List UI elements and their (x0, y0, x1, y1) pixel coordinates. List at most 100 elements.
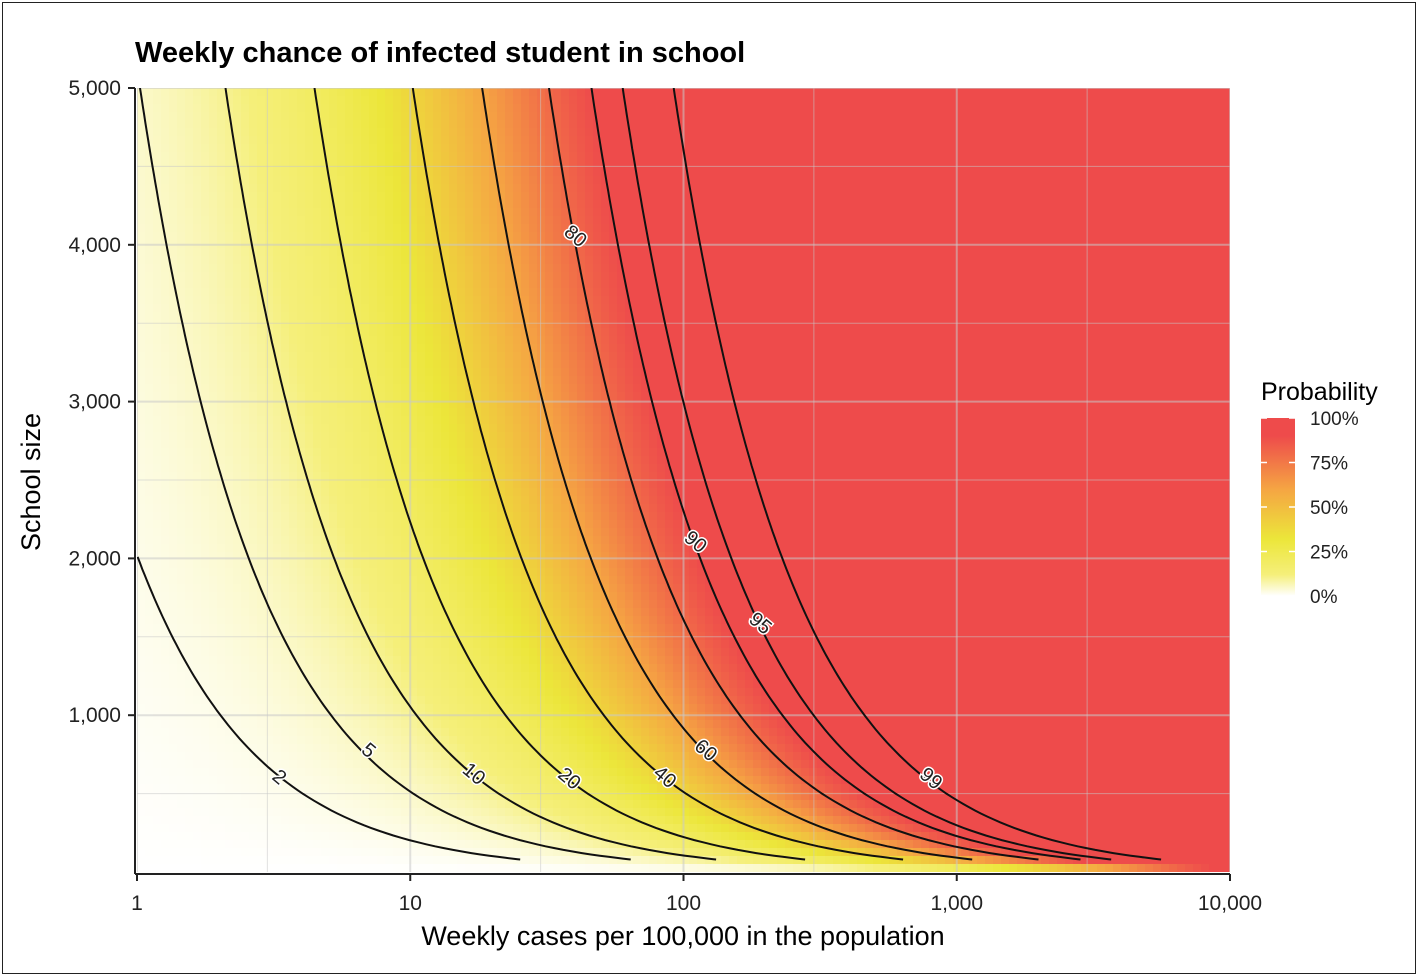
heatmap-cell (329, 440, 338, 449)
heatmap-cell (505, 128, 514, 137)
heatmap-cell (321, 312, 330, 321)
heatmap-cell (321, 552, 330, 561)
heatmap-cell (241, 136, 250, 145)
heatmap-cell (497, 680, 506, 689)
heatmap-cell (489, 480, 498, 489)
heatmap-cell (529, 264, 538, 273)
heatmap-cell (473, 472, 482, 481)
heatmap-cell (337, 616, 346, 625)
heatmap-cell (289, 400, 298, 409)
heatmap-cell (457, 464, 466, 473)
heatmap-cell (217, 600, 226, 609)
heatmap-cell (409, 248, 418, 257)
heatmap-cell (337, 208, 346, 217)
heatmap-cell (209, 128, 218, 137)
heatmap-cell (369, 608, 378, 617)
heatmap-cell (145, 288, 154, 297)
heatmap-cell (369, 480, 378, 489)
heatmap-cell (457, 600, 466, 609)
heatmap-cell (481, 272, 490, 281)
heatmap-cell (481, 168, 490, 177)
heatmap-cell (257, 384, 266, 393)
heatmap-cell (201, 752, 210, 761)
heatmap-cell (449, 448, 458, 457)
heatmap-cell (241, 368, 250, 377)
heatmap-cell (529, 768, 538, 777)
heatmap-cell (529, 856, 538, 865)
heatmap-cell (217, 464, 226, 473)
heatmap-cell (497, 824, 506, 833)
heatmap-cell (249, 752, 258, 761)
heatmap-cell (209, 344, 218, 353)
heatmap-cell (337, 136, 346, 145)
heatmap-cell (513, 712, 522, 721)
heatmap-cell (401, 800, 410, 809)
heatmap-cell (281, 520, 290, 529)
heatmap-cell (401, 112, 410, 121)
heatmap-cell (473, 752, 482, 761)
heatmap-cell (529, 272, 538, 281)
heatmap-cell (209, 560, 218, 569)
heatmap-cell (177, 832, 186, 841)
heatmap-cell (265, 304, 274, 313)
heatmap-cell (265, 248, 274, 257)
heatmap-cell (457, 792, 466, 801)
heatmap-cell (505, 720, 514, 729)
heatmap-cell (337, 512, 346, 521)
heatmap-cell (257, 480, 266, 489)
heatmap-cell (345, 656, 354, 665)
heatmap-cell (297, 160, 306, 169)
heatmap-cell (401, 816, 410, 825)
heatmap-cell (345, 680, 354, 689)
heatmap-cell (481, 672, 490, 681)
heatmap-cell (225, 512, 234, 521)
heatmap-cell (337, 392, 346, 401)
heatmap-cell (489, 664, 498, 673)
heatmap-cell (489, 208, 498, 217)
heatmap-cell (377, 344, 386, 353)
heatmap-cell (513, 176, 522, 185)
heatmap-cell (457, 704, 466, 713)
heatmap-cell (313, 368, 322, 377)
heatmap-cell (465, 456, 474, 465)
heatmap-cell (281, 112, 290, 121)
heatmap-cell (409, 416, 418, 425)
heatmap-cell (529, 832, 538, 841)
heatmap-cell (433, 712, 442, 721)
heatmap-cell (137, 144, 146, 153)
heatmap-cell (289, 344, 298, 353)
heatmap-cell (321, 672, 330, 681)
heatmap-cell (417, 424, 426, 433)
heatmap-cell (449, 680, 458, 689)
heatmap-cell (225, 400, 234, 409)
heatmap-cell (457, 560, 466, 569)
heatmap-cell (169, 128, 178, 137)
heatmap-cell (145, 464, 154, 473)
heatmap-cell (145, 560, 154, 569)
heatmap-cell (489, 224, 498, 233)
heatmap-cell (257, 816, 266, 825)
heatmap-cell (465, 96, 474, 105)
heatmap-cell (361, 648, 370, 657)
heatmap-cell (481, 128, 490, 137)
heatmap-cell (145, 760, 154, 769)
heatmap-cell (497, 352, 506, 361)
heatmap-cell (417, 824, 426, 833)
heatmap-cell (193, 232, 202, 241)
heatmap-cell (385, 480, 394, 489)
heatmap-cell (441, 568, 450, 577)
heatmap-cell (361, 224, 370, 233)
heatmap-cell (217, 528, 226, 537)
heatmap-cell (281, 440, 290, 449)
heatmap-cell (217, 768, 226, 777)
heatmap-cell (177, 528, 186, 537)
heatmap-cell (505, 280, 514, 289)
heatmap-cell (353, 528, 362, 537)
heatmap-cell (521, 176, 530, 185)
heatmap-cell (489, 608, 498, 617)
heatmap-cell (193, 432, 202, 441)
heatmap-cell (193, 760, 202, 769)
heatmap-cell (529, 168, 538, 177)
heatmap-cell (193, 848, 202, 857)
heatmap-cell (233, 432, 242, 441)
